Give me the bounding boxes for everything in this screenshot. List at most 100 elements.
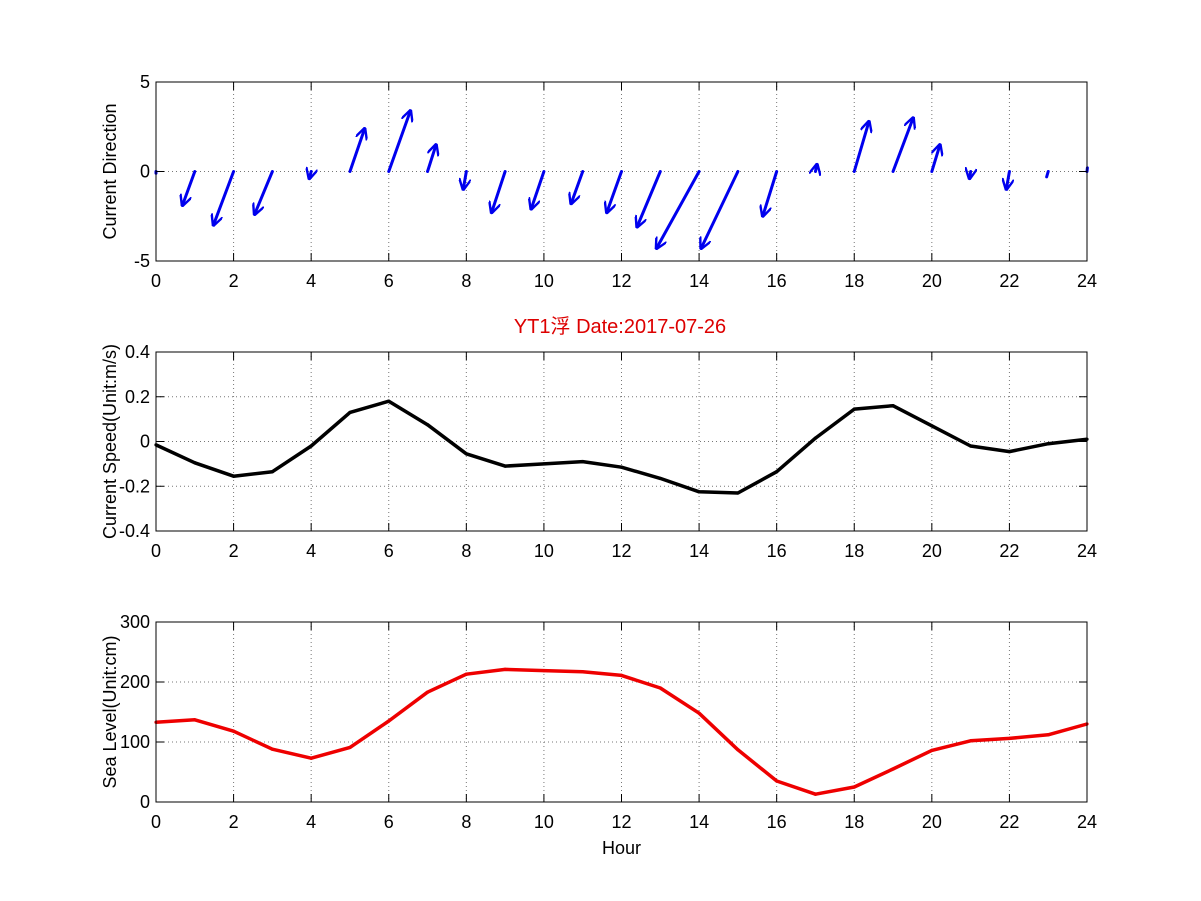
sea-level-data-point: [969, 739, 973, 743]
sea-level-data-point: [1046, 733, 1050, 737]
sea-level-data-point: [813, 792, 818, 796]
sea-level-data-point: [1007, 736, 1012, 741]
sea-level-x-axis-label: Hour: [602, 838, 641, 858]
sea-level-data-point: [619, 673, 624, 678]
speed-data-point: [1046, 442, 1050, 446]
direction-arrow: [763, 170, 779, 217]
speed-data-point: [813, 436, 818, 440]
speed-data-point: [1007, 449, 1012, 454]
sea-level-data-point: [503, 667, 507, 672]
direction-arrow: [637, 170, 662, 227]
sea-level-y-tick-label: 200: [120, 672, 150, 692]
sea-level-y-tick-label: 300: [120, 612, 150, 632]
direction-arrow: [182, 170, 197, 206]
speed-data-point: [852, 407, 856, 411]
sea-level-x-tick-label: 6: [384, 812, 394, 832]
direction-arrow: [930, 145, 940, 173]
direction-x-tick-label: 14: [689, 271, 709, 291]
speed-x-tick-label: 6: [384, 541, 394, 561]
speed-x-tick-label: 4: [306, 541, 316, 561]
direction-y-tick-label: 0: [140, 162, 150, 182]
direction-x-tick-label: 16: [767, 271, 787, 291]
sea-level-x-tick-label: 22: [999, 812, 1019, 832]
direction-x-tick-label: 22: [999, 271, 1019, 291]
speed-data-point: [503, 464, 507, 468]
speed-data-point: [387, 399, 391, 403]
speed-y-tick-label: 0.4: [125, 342, 150, 362]
speed-data-point: [969, 444, 973, 448]
sea-level-data-point: [270, 747, 274, 751]
direction-arrow: [348, 129, 365, 173]
sea-level-x-tick-label: 4: [306, 812, 316, 832]
sea-level-data-point: [231, 729, 236, 733]
sea-level-x-tick-label: 20: [922, 812, 942, 832]
direction-x-tick-label: 18: [844, 271, 864, 291]
sea-level-data-point: [775, 779, 779, 783]
direction-arrow: [607, 170, 623, 213]
speed-y-axis-label: Current Speed(Unit:m/s): [100, 344, 120, 539]
speed-data-point: [658, 476, 662, 481]
speed-x-tick-label: 18: [844, 541, 864, 561]
direction-x-tick-label: 10: [534, 271, 554, 291]
sea-level-data-point: [930, 748, 934, 753]
direction-x-tick-label: 2: [229, 271, 239, 291]
sea-level-data-point: [658, 686, 662, 690]
direction-arrow: [255, 170, 274, 215]
speed-data-point: [309, 444, 313, 448]
speed-data-point: [193, 461, 197, 465]
speed-x-tick-label: 2: [229, 541, 239, 561]
direction-x-tick-label: 4: [306, 271, 316, 291]
speed-y-tick-label: -0.4: [119, 521, 150, 541]
sea-level-x-tick-label: 16: [767, 812, 787, 832]
speed-y-tick-label: 0: [140, 432, 150, 452]
sea-level-data-point: [348, 745, 352, 750]
speed-data-point: [231, 474, 236, 478]
sea-level-data-point: [193, 718, 197, 722]
speed-x-tick-label: 20: [922, 541, 942, 561]
direction-x-tick-label: 6: [384, 271, 394, 291]
direction-arrow: [891, 118, 913, 173]
direction-arrow: [213, 170, 236, 226]
sea-level-data-point: [464, 672, 468, 676]
sea-level-data-point: [581, 670, 585, 674]
speed-data-point: [270, 470, 274, 474]
speed-data-point: [736, 491, 740, 495]
sea-level-data-point: [697, 711, 701, 715]
direction-arrow: [309, 172, 311, 179]
speed-x-tick-label: 12: [611, 541, 631, 561]
speed-plot-area: [156, 352, 1087, 531]
direction-x-tick-label: 8: [461, 271, 471, 291]
speed-x-tick-label: 14: [689, 541, 709, 561]
sea-level-data-point: [852, 785, 856, 789]
direction-arrow: [1006, 170, 1009, 190]
direction-x-tick-label: 12: [611, 271, 631, 291]
direction-arrow: [852, 121, 869, 173]
sea-level-x-tick-label: 12: [611, 812, 631, 832]
direction-arrow: [571, 170, 585, 204]
direction-arrow: [815, 164, 817, 171]
speed-x-tick-label: 8: [461, 541, 471, 561]
speed-data-point: [348, 410, 352, 415]
direction-x-tick-label: 24: [1077, 271, 1097, 291]
sea-level-y-tick-label: 100: [120, 732, 150, 752]
sea-level-data-point: [425, 690, 430, 694]
speed-x-tick-label: 22: [999, 541, 1019, 561]
speed-data-point: [930, 424, 934, 428]
sea-level-y-axis-label: Sea Level(Unit:cm): [100, 635, 120, 788]
direction-y-tick-label: -5: [134, 251, 150, 271]
speed-data-point: [619, 465, 624, 469]
speed-x-tick-label: 0: [151, 541, 161, 561]
sea-level-x-tick-label: 14: [689, 812, 709, 832]
speed-x-tick-label: 10: [534, 541, 554, 561]
speed-data-point: [464, 452, 468, 456]
speed-data-point: [425, 423, 430, 427]
sea-level-data-point: [542, 669, 546, 673]
speed-y-tick-label: -0.2: [119, 476, 150, 496]
direction-y-tick-label: 5: [140, 72, 150, 92]
direction-arrow: [387, 111, 411, 173]
direction-y-axis-label: Current Direction: [100, 103, 120, 239]
speed-data-point: [891, 404, 895, 408]
